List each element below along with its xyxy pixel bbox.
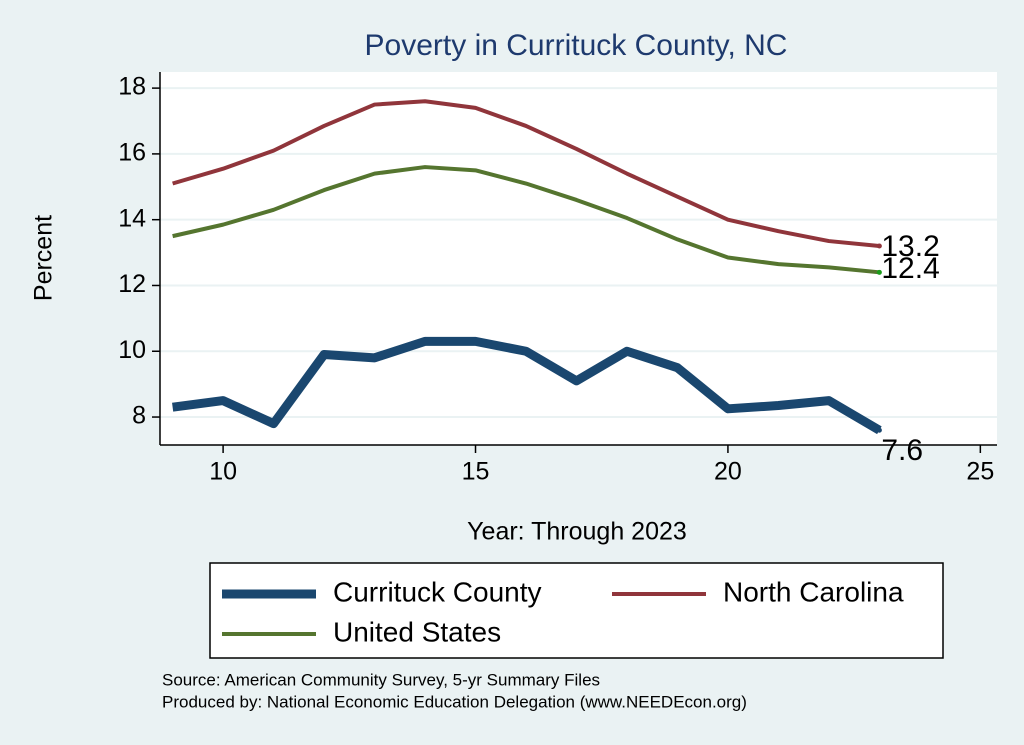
series-line: [172, 165, 880, 275]
chart-title: Poverty in Currituck County, NC: [365, 29, 788, 62]
y-tick-label: 18: [118, 73, 146, 101]
end-point: [876, 243, 882, 249]
x-tick-label: 20: [714, 458, 742, 486]
y-tick-label: 16: [118, 139, 146, 167]
series-line: [172, 336, 882, 435]
legend-label: United States: [333, 616, 501, 647]
x-tick-label: 15: [462, 458, 490, 486]
end-label: 7.6: [881, 434, 923, 467]
y-tick-label: 12: [118, 270, 146, 298]
end-point: [876, 427, 882, 433]
plot-area: [160, 72, 997, 445]
source-note: Produced by: National Economic Education…: [162, 692, 747, 711]
end-label: 12.4: [881, 252, 939, 285]
end-label: 13.2: [881, 230, 939, 263]
x-tick-label: 10: [209, 458, 237, 486]
source-note: Source: American Community Survey, 5-yr …: [162, 670, 600, 689]
y-axis-label: Percent: [30, 215, 58, 301]
legend-label: North Carolina: [723, 576, 904, 607]
x-axis-label: Year: Through 2023: [467, 518, 687, 546]
end-point: [876, 269, 882, 275]
series-line: [172, 99, 880, 248]
legend-label: Currituck County: [333, 576, 542, 607]
legend: [209, 562, 944, 659]
y-tick-label: 14: [118, 204, 146, 232]
y-tick-label: 10: [118, 336, 146, 364]
x-tick-label: 25: [966, 458, 994, 486]
y-tick-label: 8: [132, 402, 146, 430]
